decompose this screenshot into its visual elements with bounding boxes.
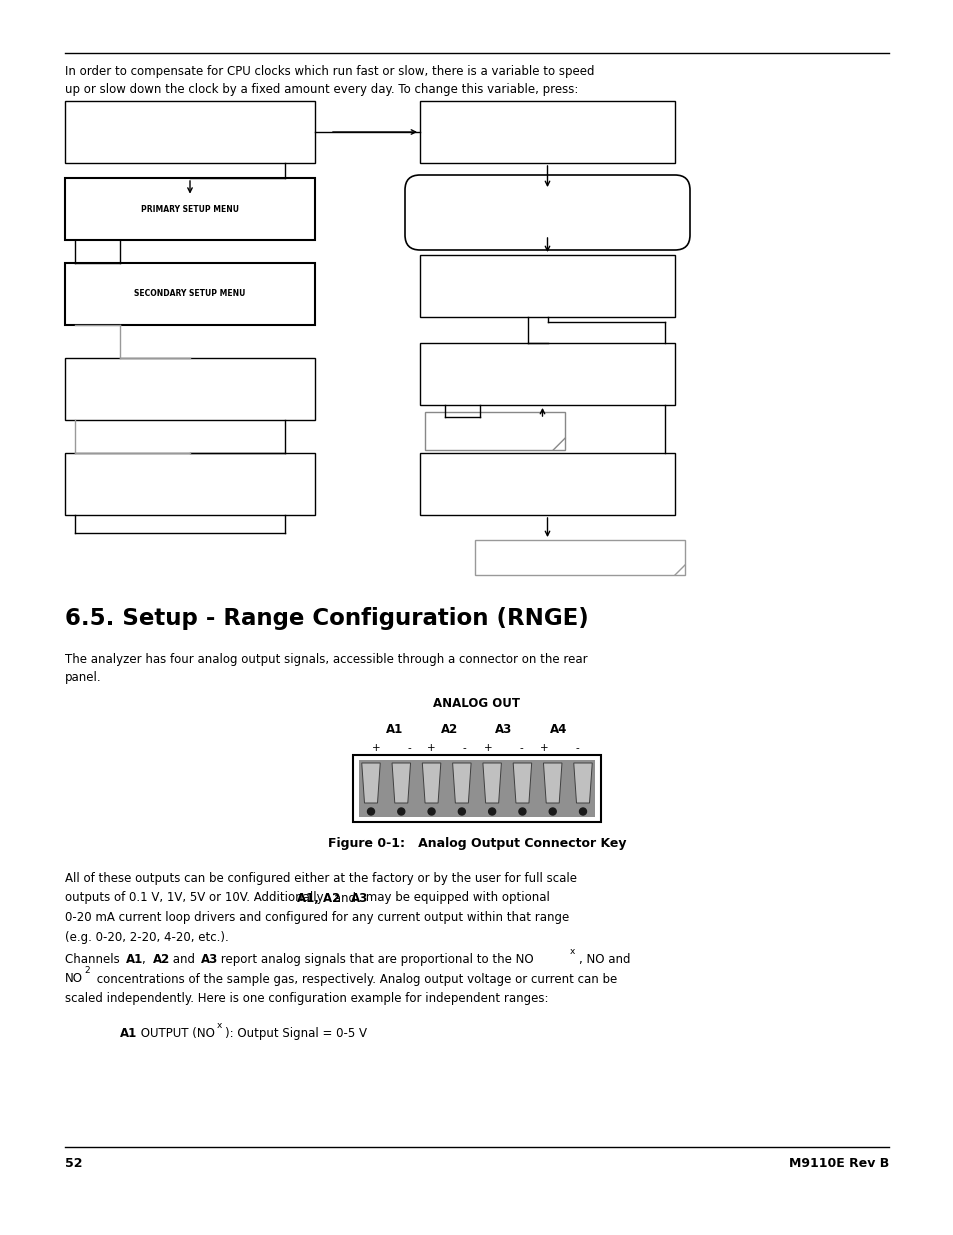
Text: +: + — [539, 743, 548, 753]
Circle shape — [488, 808, 496, 815]
Bar — [419, 453, 675, 515]
Bar — [419, 254, 675, 317]
Text: ): Output Signal = 0-5 V: ): Output Signal = 0-5 V — [225, 1028, 367, 1040]
Bar — [65, 178, 314, 240]
Text: outputs of 0.1 V, 1V, 5V or 10V. Additionally: outputs of 0.1 V, 1V, 5V or 10V. Additio… — [65, 892, 327, 904]
Polygon shape — [452, 763, 471, 803]
Bar — [65, 453, 314, 515]
Text: 6.5. Setup - Range Configuration (RNGE): 6.5. Setup - Range Configuration (RNGE) — [65, 606, 588, 630]
Text: and: and — [169, 953, 198, 966]
Text: report analog signals that are proportional to the NO: report analog signals that are proportio… — [216, 953, 533, 966]
Text: +: + — [372, 743, 380, 753]
Text: -: - — [518, 743, 522, 753]
Polygon shape — [422, 763, 440, 803]
Text: OUTPUT (NO: OUTPUT (NO — [136, 1028, 214, 1040]
Bar — [424, 412, 565, 450]
Text: 52: 52 — [65, 1157, 82, 1170]
Text: A2: A2 — [152, 953, 170, 966]
Text: A1: A1 — [120, 1028, 137, 1040]
Circle shape — [578, 808, 586, 815]
Polygon shape — [482, 763, 501, 803]
Circle shape — [367, 808, 375, 815]
Bar — [65, 358, 314, 420]
Text: A4: A4 — [550, 722, 567, 736]
Text: A3: A3 — [200, 953, 217, 966]
Text: A2: A2 — [441, 722, 458, 736]
Bar — [419, 101, 675, 163]
Text: Figure 0-1:   Analog Output Connector Key: Figure 0-1: Analog Output Connector Key — [328, 837, 625, 850]
Text: NO: NO — [65, 972, 83, 986]
Polygon shape — [573, 763, 592, 803]
Text: x: x — [569, 947, 575, 956]
Text: A1: A1 — [386, 722, 403, 736]
Circle shape — [549, 808, 556, 815]
Text: -: - — [575, 743, 578, 753]
Text: concentrations of the sample gas, respectively. Analog output voltage or current: concentrations of the sample gas, respec… — [92, 972, 617, 986]
Polygon shape — [513, 763, 531, 803]
Text: A3: A3 — [495, 722, 512, 736]
Text: A1: A1 — [126, 953, 143, 966]
Bar — [65, 263, 314, 325]
Circle shape — [457, 808, 465, 815]
Text: x: x — [216, 1021, 222, 1030]
Bar — [419, 343, 675, 405]
Text: may be equipped with optional: may be equipped with optional — [362, 892, 549, 904]
Bar — [475, 540, 684, 576]
Text: 0-20 mA current loop drivers and configured for any current output within that r: 0-20 mA current loop drivers and configu… — [65, 911, 569, 924]
Text: -: - — [461, 743, 465, 753]
Bar — [65, 101, 314, 163]
Text: scaled independently. Here is one configuration example for independent ranges:: scaled independently. Here is one config… — [65, 992, 548, 1005]
Bar — [358, 760, 595, 818]
FancyBboxPatch shape — [405, 175, 689, 249]
Text: +: + — [426, 743, 435, 753]
Circle shape — [428, 808, 435, 815]
Text: PRIMARY SETUP MENU: PRIMARY SETUP MENU — [141, 205, 239, 214]
Text: All of these outputs can be configured either at the factory or by the user for : All of these outputs can be configured e… — [65, 872, 577, 885]
Circle shape — [518, 808, 525, 815]
Text: ANALOG OUT: ANALOG OUT — [433, 697, 520, 710]
Text: (e.g. 0-20, 2-20, 4-20, etc.).: (e.g. 0-20, 2-20, 4-20, etc.). — [65, 930, 229, 944]
Polygon shape — [543, 763, 561, 803]
Polygon shape — [361, 763, 380, 803]
Text: +: + — [483, 743, 492, 753]
Bar — [353, 755, 600, 823]
Text: In order to compensate for CPU clocks which run fast or slow, there is a variabl: In order to compensate for CPU clocks wh… — [65, 65, 594, 96]
Text: The analyzer has four analog output signals, accessible through a connector on t: The analyzer has four analog output sign… — [65, 653, 587, 684]
Text: SECONDARY SETUP MENU: SECONDARY SETUP MENU — [134, 289, 246, 299]
Text: Channels: Channels — [65, 953, 123, 966]
Circle shape — [397, 808, 404, 815]
Text: A1, A2: A1, A2 — [297, 892, 340, 904]
Text: 2: 2 — [85, 966, 90, 974]
Text: A3: A3 — [351, 892, 368, 904]
Text: -: - — [407, 743, 411, 753]
Text: ,: , — [142, 953, 150, 966]
Text: , NO and: , NO and — [578, 953, 630, 966]
Text: M9110E Rev B: M9110E Rev B — [788, 1157, 888, 1170]
Text: and: and — [330, 892, 355, 904]
Polygon shape — [392, 763, 410, 803]
